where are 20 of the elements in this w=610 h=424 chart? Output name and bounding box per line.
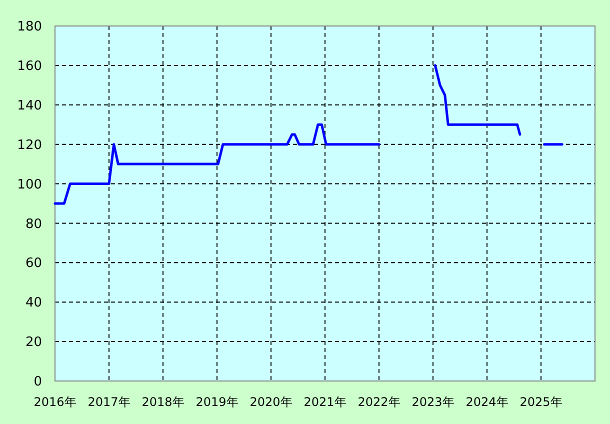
y-tick-label: 160: [17, 58, 42, 74]
y-tick-label: 0: [34, 374, 42, 390]
x-tick-label: 2018年: [142, 395, 184, 409]
x-tick-label: 2024年: [466, 395, 508, 409]
y-tick-label: 60: [25, 256, 42, 272]
y-tick-label: 140: [17, 98, 42, 114]
x-tick-label: 2022年: [358, 395, 400, 409]
x-tick-label: 2020年: [250, 395, 292, 409]
y-tick-label: 100: [17, 177, 42, 192]
x-tick-label: 2019年: [196, 395, 238, 409]
x-tick-label: 2016年: [34, 395, 76, 409]
x-tick-label: 2017年: [88, 395, 130, 409]
x-tick-label: 2021年: [304, 395, 346, 409]
x-tick-label: 2025年: [520, 395, 562, 409]
y-tick-label: 80: [25, 216, 42, 232]
x-tick-label: 2023年: [412, 395, 454, 409]
y-tick-label: 180: [17, 20, 42, 35]
y-tick-label: 40: [25, 296, 42, 311]
y-tick-label: 120: [17, 138, 42, 153]
y-tick-label: 20: [25, 335, 42, 350]
